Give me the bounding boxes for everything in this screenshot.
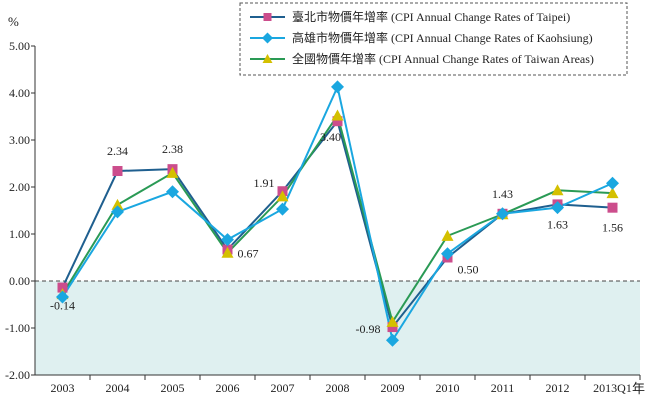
legend-label: 全國物價年增率 (CPI Annual Change Rates of Taiw… — [292, 51, 594, 66]
legend-box — [239, 2, 628, 76]
marker-square — [607, 202, 618, 213]
marker-triangle — [221, 246, 234, 258]
marker-triangle — [276, 190, 289, 202]
data-label: 2.38 — [162, 142, 183, 156]
marker-square — [57, 282, 68, 293]
x-tick-label: 2006 — [216, 381, 240, 395]
marker-diamond — [262, 32, 273, 44]
x-tick-label: 2011 — [491, 381, 515, 395]
marker-triangle — [166, 166, 179, 178]
data-label: 3.40 — [320, 130, 341, 144]
marker-triangle — [441, 229, 454, 241]
x-tick-label: 2005 — [161, 381, 185, 395]
marker-triangle — [331, 109, 344, 121]
x-tick-label: 2008 — [326, 381, 350, 395]
x-tick-label: 2012 — [546, 381, 570, 395]
x-tick-label: 2004 — [106, 381, 130, 395]
data-label: 1.43 — [492, 187, 513, 201]
data-label: 1.91 — [254, 176, 275, 190]
y-tick-label: -1.00 — [5, 321, 30, 335]
y-tick-label: 5.00 — [9, 39, 30, 53]
plot-area: 5.00 4.00 3.00 2.00 1.00 0.00 -1.00 -2.00 2003 20… — [5, 39, 641, 395]
marker-square — [112, 166, 123, 177]
data-label: -0.14 — [50, 299, 75, 313]
marker-diamond — [331, 80, 344, 94]
y-tick-label: 0.00 — [9, 274, 30, 288]
data-label: 1.56 — [602, 221, 623, 235]
legend-label: 高雄市物價年增率 (CPI Annual Change Rates of Kao… — [292, 30, 593, 45]
x-tick-label: 2013Q1 — [593, 381, 632, 395]
marker-diamond — [166, 185, 179, 199]
marker-triangle — [111, 198, 124, 210]
marker-diamond — [111, 205, 124, 219]
marker-triangle — [551, 184, 564, 196]
marker-diamond — [56, 290, 69, 304]
marker-diamond — [606, 176, 619, 190]
marker-diamond — [496, 207, 509, 221]
marker-square — [387, 322, 398, 333]
x-tick-label: 2007 — [271, 381, 295, 395]
marker-diamond — [551, 201, 564, 215]
marker-diamond — [276, 202, 289, 216]
data-label: 1.63 — [547, 217, 568, 231]
data-label: 0.50 — [458, 263, 479, 277]
y-tick-label: 4.00 — [9, 86, 30, 100]
data-label: 0.67 — [238, 247, 259, 261]
y-tick-label: 3.00 — [9, 133, 30, 147]
marker-triangle — [386, 315, 399, 327]
marker-triangle — [606, 187, 619, 199]
marker-square — [263, 13, 272, 21]
y-axis-unit: % — [8, 14, 19, 29]
x-tick-label: 2003 — [51, 381, 75, 395]
legend: 臺北市物價年增率 (CPI Annual Change Rates of Tai… — [239, 2, 628, 76]
x-tick-label: 2009 — [381, 381, 405, 395]
marker-diamond — [386, 333, 399, 347]
data-label: 2.34 — [107, 144, 128, 158]
legend-label: 臺北市物價年增率 (CPI Annual Change Rates of Tai… — [292, 9, 570, 24]
marker-square — [332, 116, 343, 127]
y-tick-label: -2.00 — [5, 368, 30, 382]
marker-diamond — [221, 233, 234, 247]
data-label: -0.98 — [356, 322, 381, 336]
y-tick-label: 2.00 — [9, 180, 30, 194]
x-tick-label: 2010 — [436, 381, 460, 395]
marker-triangle — [262, 54, 273, 63]
y-tick-label: 1.00 — [9, 227, 30, 241]
x-axis-unit: 年 — [632, 381, 645, 396]
negative-region — [35, 281, 640, 375]
marker-diamond — [441, 247, 454, 261]
